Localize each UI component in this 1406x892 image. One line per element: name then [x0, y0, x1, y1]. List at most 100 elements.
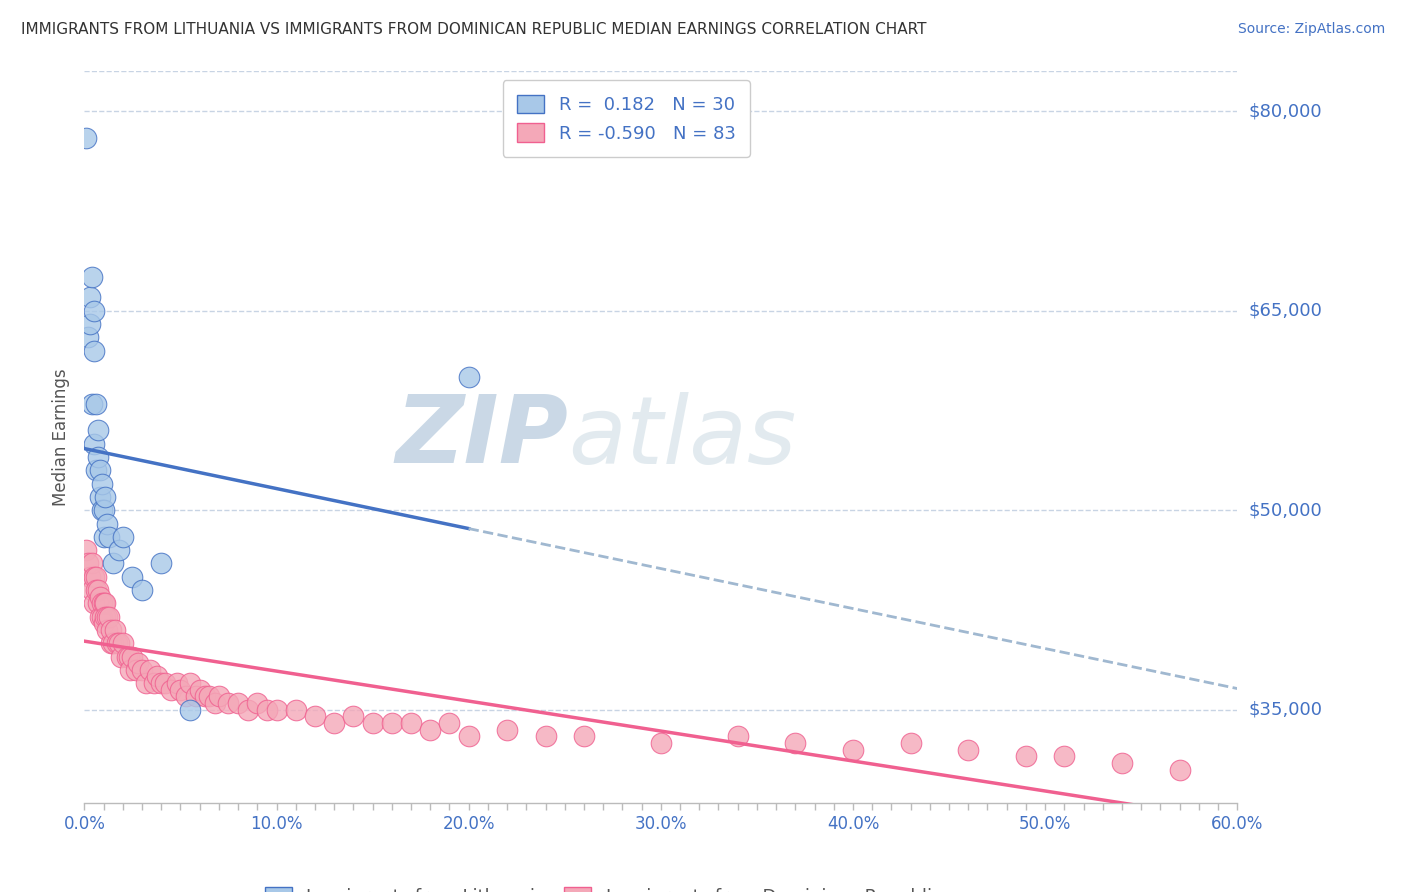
Point: [84, 582, 107, 597]
Point: [184, 690, 207, 704]
Point: [135, 676, 157, 690]
Point: [100, 636, 122, 650]
Point: [650, 736, 672, 750]
Point: [89, 609, 111, 624]
Point: [90, 609, 112, 624]
Point: [166, 676, 188, 690]
Point: [89, 490, 111, 504]
Point: [457, 370, 479, 384]
Point: [496, 723, 519, 737]
Point: [79, 290, 101, 304]
Point: [89, 463, 111, 477]
Point: [94, 490, 117, 504]
Point: [87, 424, 110, 438]
Point: [83, 436, 105, 450]
Text: $80,000: $80,000: [1249, 103, 1322, 120]
Point: [208, 690, 231, 704]
Point: [83, 303, 105, 318]
Point: [131, 663, 153, 677]
Point: [100, 623, 122, 637]
Point: [266, 703, 288, 717]
Point: [1053, 749, 1076, 764]
Point: [105, 636, 128, 650]
Point: [125, 663, 148, 677]
Point: [87, 596, 110, 610]
Text: ZIP: ZIP: [395, 391, 568, 483]
Text: atlas: atlas: [568, 392, 797, 483]
Point: [236, 703, 259, 717]
Point: [98, 530, 121, 544]
Point: [323, 716, 346, 731]
Point: [439, 716, 461, 731]
Point: [93, 503, 115, 517]
Point: [83, 343, 105, 358]
Point: [194, 690, 217, 704]
Point: [121, 649, 143, 664]
Point: [727, 729, 749, 743]
Point: [1168, 763, 1191, 777]
Point: [1111, 756, 1133, 770]
Point: [77, 330, 100, 344]
Point: [131, 582, 153, 597]
Point: [75, 131, 97, 145]
Legend: Immigrants from Lithuania, Immigrants from Dominican Republic: Immigrants from Lithuania, Immigrants fr…: [256, 878, 950, 892]
Point: [115, 649, 138, 664]
Point: [84, 397, 107, 411]
Point: [381, 716, 404, 731]
Point: [361, 716, 384, 731]
Point: [80, 270, 103, 285]
Point: [150, 676, 173, 690]
Point: [96, 516, 118, 531]
Point: [75, 543, 97, 558]
Point: [785, 736, 807, 750]
Point: [90, 503, 112, 517]
Point: [108, 543, 131, 558]
Point: [98, 609, 121, 624]
Y-axis label: Median Earnings: Median Earnings: [52, 368, 70, 506]
Point: [284, 703, 307, 717]
Point: [96, 623, 118, 637]
Point: [93, 596, 115, 610]
Point: [218, 696, 240, 710]
Point: [84, 570, 107, 584]
Text: $50,000: $50,000: [1249, 501, 1322, 519]
Point: [342, 709, 364, 723]
Point: [83, 596, 105, 610]
Point: [111, 530, 134, 544]
Point: [94, 596, 117, 610]
Point: [117, 649, 139, 664]
Point: [572, 729, 595, 743]
Point: [80, 397, 103, 411]
Point: [842, 742, 865, 756]
Point: [957, 742, 980, 756]
Point: [96, 609, 118, 624]
Point: [87, 450, 110, 464]
Point: [93, 616, 115, 631]
Point: [153, 676, 176, 690]
Point: [103, 557, 124, 571]
Point: [84, 463, 107, 477]
Point: [246, 696, 269, 710]
Point: [103, 636, 124, 650]
Point: [77, 557, 100, 571]
Text: Source: ZipAtlas.com: Source: ZipAtlas.com: [1237, 22, 1385, 37]
Point: [79, 570, 101, 584]
Point: [174, 690, 197, 704]
Text: IMMIGRANTS FROM LITHUANIA VS IMMIGRANTS FROM DOMINICAN REPUBLIC MEDIAN EARNINGS : IMMIGRANTS FROM LITHUANIA VS IMMIGRANTS …: [21, 22, 927, 37]
Point: [198, 690, 221, 704]
Point: [146, 669, 169, 683]
Point: [90, 476, 112, 491]
Point: [900, 736, 922, 750]
Point: [457, 729, 479, 743]
Point: [169, 682, 191, 697]
Point: [80, 557, 103, 571]
Point: [534, 729, 557, 743]
Point: [304, 709, 326, 723]
Point: [160, 682, 183, 697]
Point: [1015, 749, 1038, 764]
Point: [104, 623, 127, 637]
Point: [127, 656, 149, 670]
Point: [94, 609, 117, 624]
Point: [150, 557, 173, 571]
Point: [108, 636, 131, 650]
